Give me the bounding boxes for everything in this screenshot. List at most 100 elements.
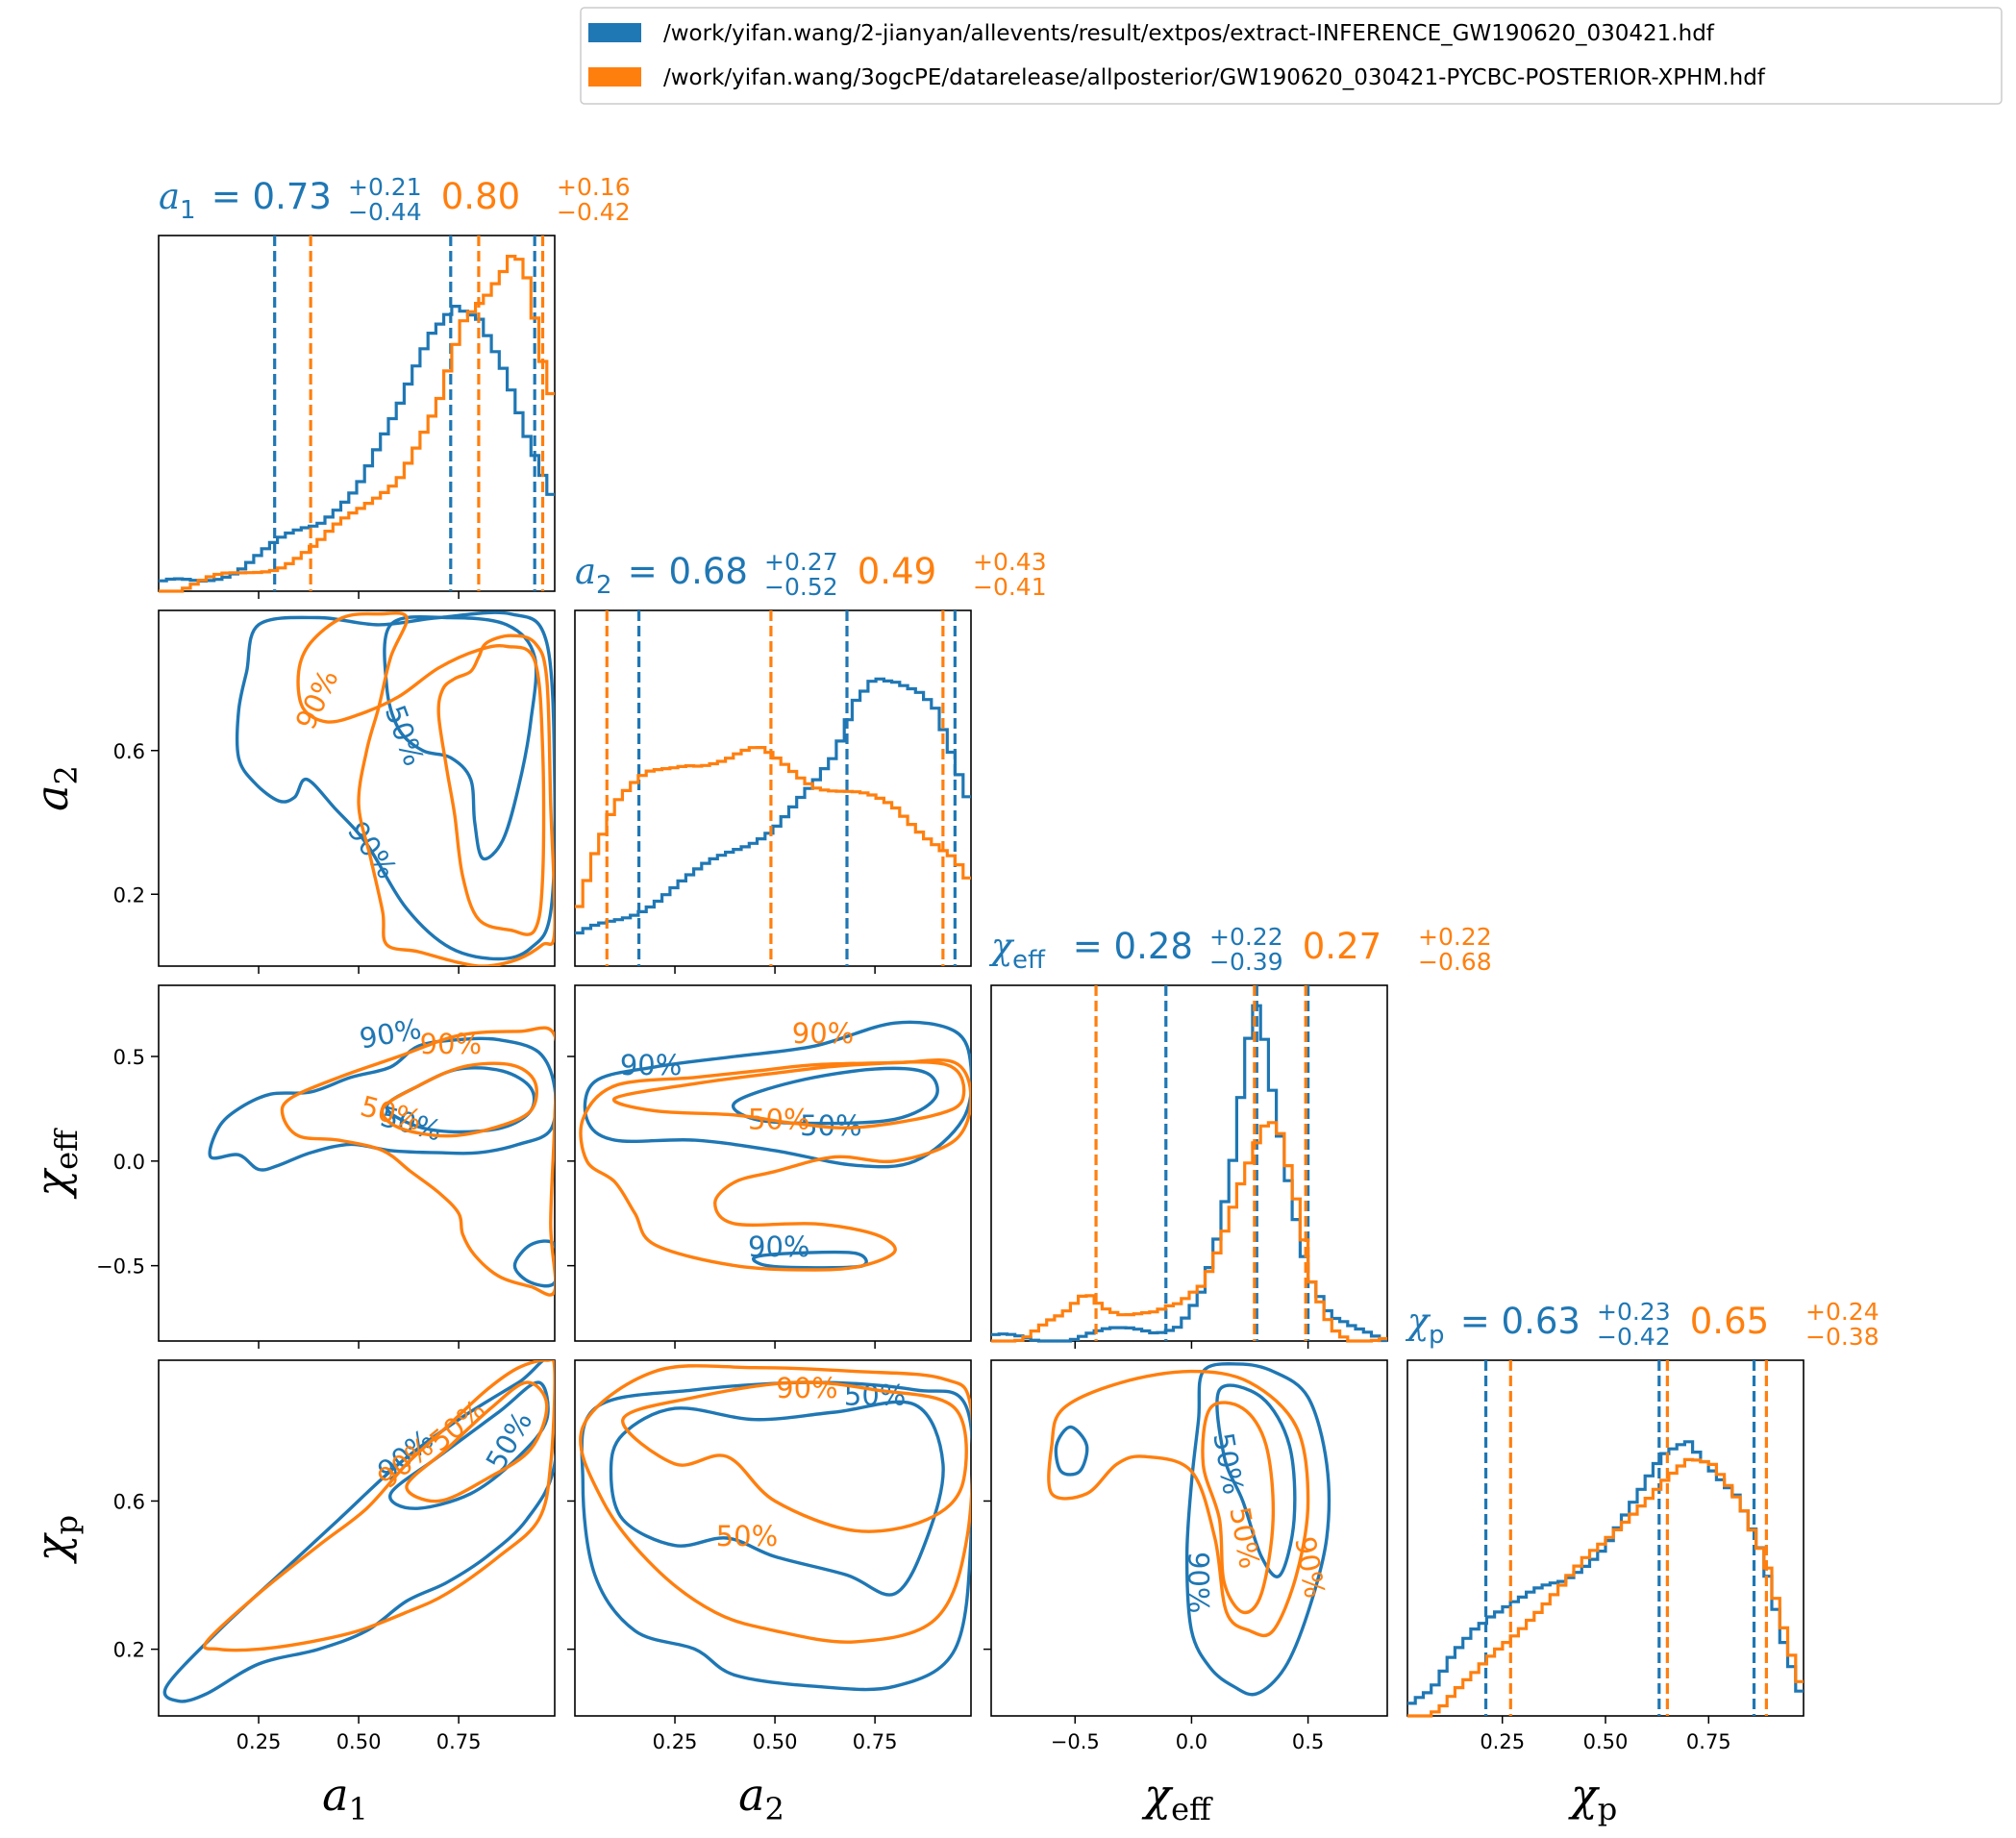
- title-part: χ: [988, 926, 1015, 967]
- legend-frame: [580, 7, 2003, 105]
- title-part: a: [159, 176, 180, 217]
- contour-blue-90: [235, 610, 555, 961]
- panel-frame: [158, 1359, 556, 1717]
- x-axis-label-chi_eff: χeff: [1141, 1769, 1213, 1827]
- x-axis-label-a1: a1: [322, 1769, 368, 1827]
- title-part: +0.43: [973, 548, 1047, 576]
- contour-group: 50%90%50%: [579, 1364, 971, 1692]
- title-text: a2 = 0.68 +0.27 −0.52 0.49 +0.43 −0.41: [575, 548, 1047, 601]
- contour-orange-90: [280, 1026, 555, 1297]
- x-tick-label: 0.75: [436, 1730, 482, 1753]
- contour-blue-50: [609, 1400, 945, 1597]
- title-part: −0.38: [1805, 1323, 1879, 1351]
- x-tick-label: 0.50: [336, 1730, 382, 1753]
- contour-orange-90: [296, 611, 555, 966]
- title-part: −0.42: [557, 198, 631, 226]
- contour-blue-50: [383, 615, 538, 861]
- title-part: 0.49: [846, 551, 936, 592]
- panel-frame: [158, 609, 556, 967]
- contour-group: 90%50%90%50%: [162, 1360, 555, 1703]
- title-part: +0.22: [1209, 923, 1283, 951]
- title-part: = 0.73: [200, 176, 332, 217]
- x-tick-label: −0.5: [1051, 1730, 1100, 1753]
- y-axis-label-chi_p: χp: [26, 1515, 85, 1564]
- panel-3-0: 0.25 0.50 0.75 0.2 0.6 90% 50%90%50%: [113, 1359, 556, 1753]
- contour-label: 50%: [716, 1520, 778, 1552]
- title-text: a1 = 0.73 +0.21 −0.44 0.80 +0.16 −0.42: [159, 173, 631, 226]
- contour-blue-90: [1184, 1362, 1332, 1697]
- contour-label: 50%: [1207, 1430, 1250, 1497]
- panel-frame: [574, 984, 972, 1342]
- title-part: −0.44: [348, 198, 422, 226]
- contour-group: 90%50%90%50%: [208, 1012, 555, 1297]
- y-tick-label: 0.6: [113, 1490, 145, 1513]
- title-part: +0.22: [1418, 923, 1492, 951]
- legend-swatch-blue: [588, 23, 641, 42]
- x-tick-label: 0.25: [236, 1730, 282, 1753]
- title-part: −0.68: [1418, 948, 1492, 976]
- contour-orange-50: [611, 1060, 966, 1130]
- contour-label: 50%: [1223, 1504, 1266, 1571]
- contour-label: 90%: [420, 1028, 482, 1060]
- title-part: χ: [1405, 1301, 1431, 1342]
- y-tick-label: 0.5: [113, 1046, 145, 1069]
- x-axis-label-a2: a2: [738, 1769, 784, 1827]
- title-part: 0.80: [430, 176, 520, 217]
- x-tick-label: 0.0: [1176, 1730, 1207, 1753]
- panel-2-2: [990, 984, 1388, 1349]
- contour-orange-90: [579, 1364, 971, 1644]
- x-tick-label: 0.75: [1686, 1730, 1731, 1753]
- panel-3-3: 0.25 0.50 0.75: [1406, 1359, 1804, 1753]
- panel-frame: [990, 1359, 1388, 1717]
- title-part: 0.27: [1291, 926, 1381, 967]
- contour-blue-90: [583, 1020, 971, 1169]
- contour-blue-90: [1054, 1425, 1089, 1477]
- contour-blue-90: [512, 1239, 555, 1288]
- title-part: = 0.63: [1449, 1301, 1580, 1342]
- title-part: a: [575, 551, 596, 592]
- title-part: −0.52: [764, 573, 838, 601]
- histogram-blue-a2: [575, 677, 971, 935]
- panel-1-0: 0.2 0.6 90%50%90%: [113, 609, 556, 974]
- histogram-blue-chi_p: [1407, 1440, 1804, 1705]
- title-part: −0.41: [973, 573, 1047, 601]
- contour-label: 90%: [748, 1230, 809, 1263]
- histogram-orange-a1: [159, 255, 555, 593]
- contour-group: 90%50%90%50%: [1047, 1362, 1332, 1697]
- title-part: 2: [596, 571, 612, 600]
- panel-frame: [574, 609, 972, 967]
- title-part: eff: [1012, 946, 1046, 975]
- title-text: χp = 0.63 +0.23 −0.42 0.65 +0.24 −0.38: [1405, 1298, 1879, 1351]
- x-tick-label: 0.25: [653, 1730, 698, 1753]
- x-tick-label: 0.25: [1480, 1730, 1525, 1753]
- title-part: +0.23: [1597, 1298, 1671, 1326]
- panel-1-1: [574, 609, 972, 974]
- title-part: +0.16: [557, 173, 631, 201]
- contour-label: 50%: [357, 1089, 425, 1137]
- title-part: 0.65: [1679, 1301, 1769, 1342]
- y-axis-label-a2: a2: [26, 765, 85, 811]
- y-tick-label: 0.2: [113, 883, 145, 907]
- title-a2: a2 = 0.68 +0.27 −0.52 0.49 +0.43 −0.41: [575, 548, 1047, 601]
- panel-3-2: −0.5 0.0 0.5 90%50%90%50%: [983, 1359, 1388, 1753]
- title-part: = 0.28: [1061, 926, 1193, 967]
- contour-label: 90%: [776, 1372, 837, 1404]
- contour-orange-50: [1201, 1401, 1276, 1615]
- y-tick-label: 0.0: [113, 1151, 145, 1174]
- x-tick-label: 0.5: [1292, 1730, 1324, 1753]
- contour-label: 50%: [844, 1379, 906, 1412]
- panel-frame: [158, 984, 556, 1342]
- y-tick-label: 0.6: [113, 740, 145, 763]
- title-part: +0.24: [1805, 1298, 1879, 1326]
- title-a1: a1 = 0.73 +0.21 −0.44 0.80 +0.16 −0.42: [159, 173, 631, 226]
- contour-orange-90: [202, 1360, 555, 1652]
- title-part: −0.42: [1597, 1323, 1671, 1351]
- histogram-blue-chi_eff: [991, 1004, 1387, 1343]
- contour-orange-50: [405, 1380, 549, 1503]
- y-tick-label: −0.5: [96, 1255, 145, 1279]
- legend: /work/yifan.wang/2-jianyan/allevents/res…: [580, 7, 2003, 105]
- x-axis-label-chi_p: χp: [1568, 1769, 1617, 1827]
- histogram-blue-a1: [159, 305, 555, 583]
